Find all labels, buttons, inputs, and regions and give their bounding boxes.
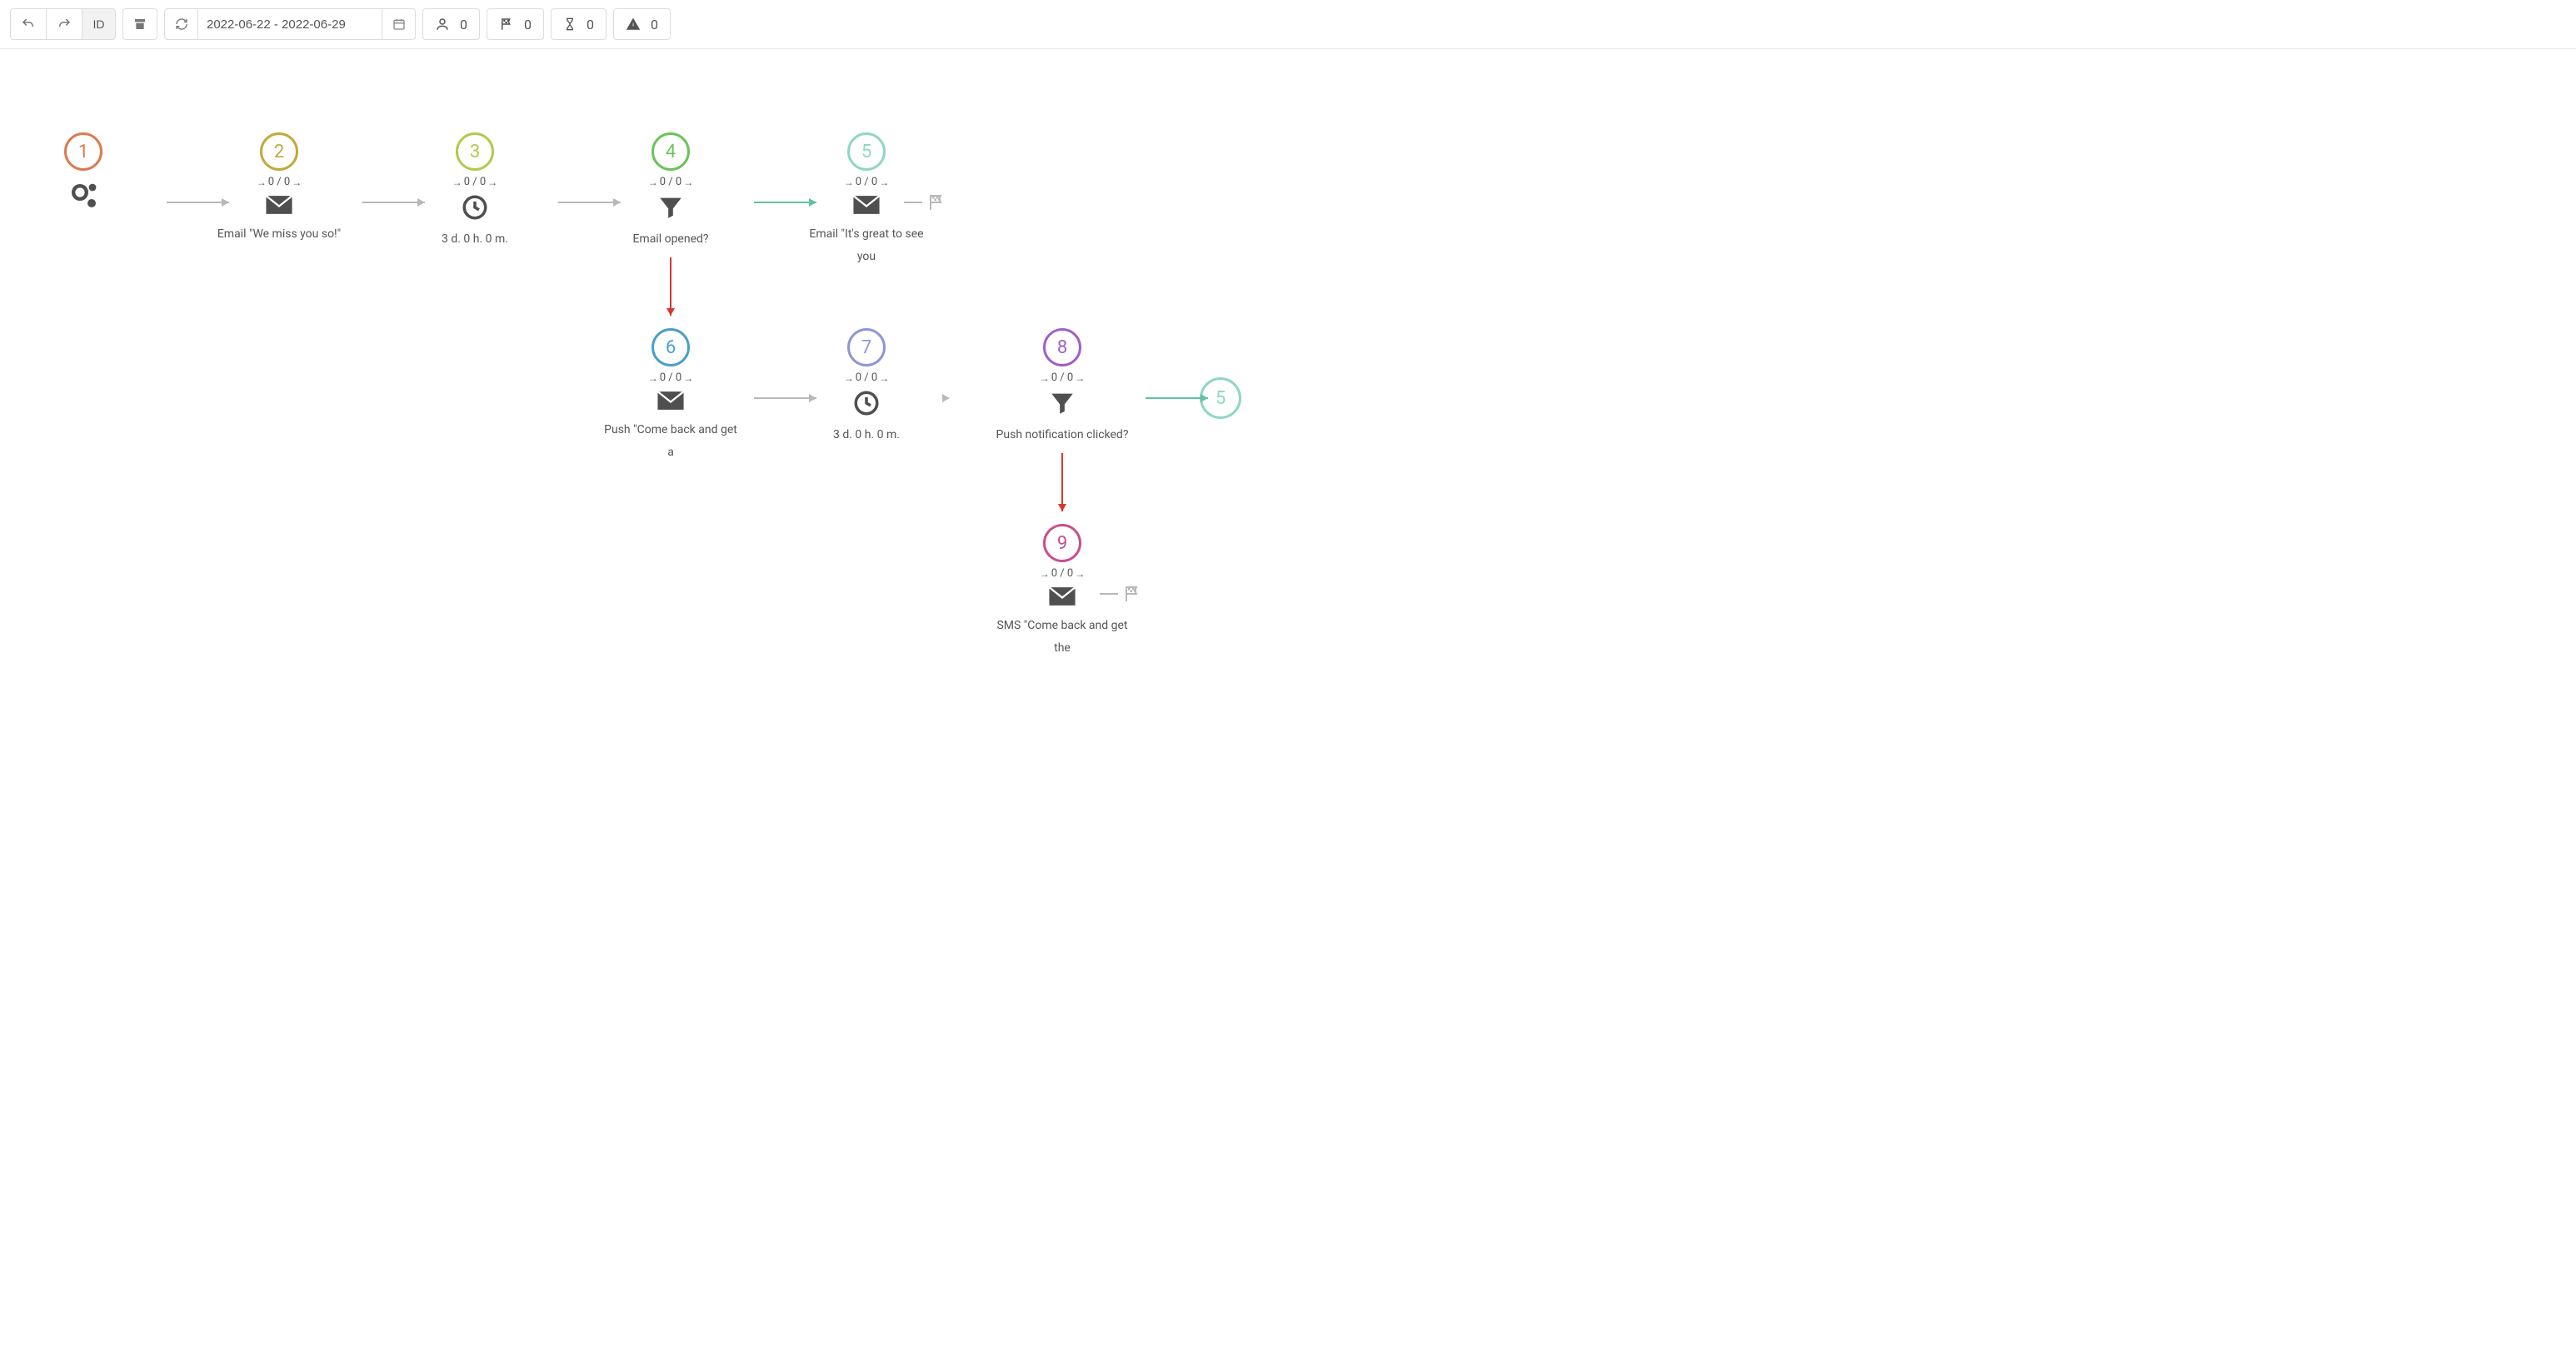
node-counter: →0 / 0→ xyxy=(800,371,933,384)
clock-icon xyxy=(408,193,542,222)
gears-icon xyxy=(17,176,150,216)
date-range-input[interactable] xyxy=(198,9,382,39)
flow-node-3[interactable]: 3 →0 / 0→ 3 d. 0 h. 0 m. xyxy=(408,132,542,251)
node-counter: →0 / 0→ xyxy=(408,176,542,188)
finish-flag xyxy=(904,192,947,212)
stat-wait: 0 xyxy=(551,8,607,40)
node-label: Email opened? xyxy=(604,228,737,251)
stat-users-value: 0 xyxy=(460,17,467,32)
node-counter: →0 / 0→ xyxy=(604,371,737,384)
node-number-circle: 6 xyxy=(651,328,690,366)
warning-icon xyxy=(626,17,641,32)
stat-goal-value: 0 xyxy=(524,17,532,32)
node-number-circle: 8 xyxy=(1043,328,1081,366)
node-number-circle: 2 xyxy=(260,132,298,171)
archive-button[interactable] xyxy=(122,8,157,40)
node-counter: →0 / 0→ xyxy=(212,176,346,188)
redo-button[interactable] xyxy=(47,8,82,40)
node-number-circle: 4 xyxy=(651,132,690,171)
node-counter: →0 / 0→ xyxy=(800,176,933,188)
finish-flag xyxy=(1100,584,1143,604)
funnel-icon xyxy=(996,389,1129,417)
calendar-button[interactable] xyxy=(382,9,415,39)
flow-node-1[interactable]: 1 xyxy=(17,132,150,216)
node-number-circle: 9 xyxy=(1043,524,1081,562)
funnel-icon xyxy=(604,193,737,222)
connector-arrow xyxy=(1057,453,1067,521)
stat-error-value: 0 xyxy=(651,17,658,32)
flag-checkered-icon xyxy=(499,17,514,32)
node-number-circle: 3 xyxy=(456,132,494,171)
flow-node-4[interactable]: 4 →0 / 0→ Email opened? xyxy=(604,132,737,251)
node-label: Push "Come back and get a xyxy=(604,419,737,463)
connector-arrow xyxy=(950,393,960,403)
node-counter: →0 / 0→ xyxy=(996,371,1129,384)
flow-node-ref-5b[interactable]: 5 xyxy=(1196,377,1246,419)
node-label: Email "It's great to see you xyxy=(800,223,933,267)
user-icon xyxy=(435,17,450,32)
refresh-button[interactable] xyxy=(165,9,198,39)
node-label: SMS "Come back and get the xyxy=(996,615,1129,659)
node-label: 3 d. 0 h. 0 m. xyxy=(800,424,933,446)
clock-icon xyxy=(800,389,933,417)
toolbar: ID 0 0 0 0 xyxy=(0,0,2576,49)
node-number-circle: 1 xyxy=(64,132,102,171)
connector-arrow xyxy=(666,257,676,326)
node-counter: →0 / 0→ xyxy=(604,176,737,188)
stat-goal: 0 xyxy=(487,8,544,40)
id-toggle-button[interactable]: ID xyxy=(82,8,116,40)
stat-error: 0 xyxy=(613,8,671,40)
node-label: Push notification clicked? xyxy=(996,424,1129,446)
stat-users: 0 xyxy=(422,8,480,40)
flow-node-8[interactable]: 8 →0 / 0→ Push notification clicked? xyxy=(996,328,1129,446)
envelope-icon xyxy=(212,193,346,217)
undo-button[interactable] xyxy=(10,8,47,40)
node-number-circle: 5 xyxy=(1200,377,1241,419)
undo-icon xyxy=(21,17,36,32)
envelope-icon xyxy=(604,389,737,412)
flow-node-7[interactable]: 7 →0 / 0→ 3 d. 0 h. 0 m. xyxy=(800,328,933,446)
node-counter: →0 / 0→ xyxy=(996,567,1129,580)
node-label: 3 d. 0 h. 0 m. xyxy=(408,228,542,251)
flow-node-6[interactable]: 6 →0 / 0→ Push "Come back and get a xyxy=(604,328,737,463)
hourglass-icon xyxy=(563,17,577,32)
calendar-icon xyxy=(392,17,406,31)
node-number-circle: 5 xyxy=(847,132,886,171)
node-number-circle: 7 xyxy=(847,328,886,366)
archive-icon xyxy=(133,17,147,31)
flow-canvas: 1 2 →0 / 0→ Email "We miss you so!" 3 →0 / 0→… xyxy=(0,49,1250,666)
stat-wait-value: 0 xyxy=(587,17,594,32)
history-group: ID xyxy=(10,8,116,40)
node-label: Email "We miss you so!" xyxy=(212,223,346,246)
refresh-icon xyxy=(175,17,188,31)
date-range-picker xyxy=(164,8,416,40)
flow-node-2[interactable]: 2 →0 / 0→ Email "We miss you so!" xyxy=(212,132,346,246)
redo-icon xyxy=(57,17,72,32)
